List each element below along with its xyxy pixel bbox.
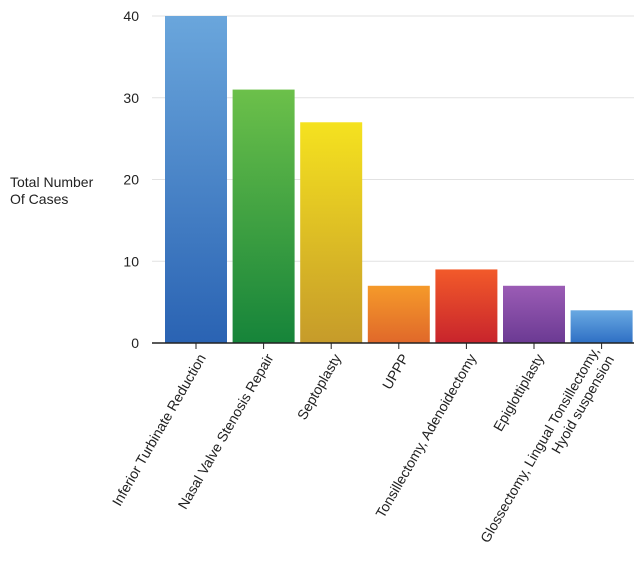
y-tick-label: 0 <box>131 335 139 351</box>
y-tick-label: 20 <box>123 172 139 188</box>
y-axis-label-line-2: Of Cases <box>10 191 69 207</box>
bar <box>232 89 295 343</box>
bar <box>503 285 565 343</box>
y-tick-label: 40 <box>123 8 139 24</box>
x-tick-label: Glossectomy, Lingual Tonsillectomy,Hyoid… <box>477 344 617 554</box>
x-tick-label: Epiglottiplasty <box>490 351 547 434</box>
y-tick-label: 30 <box>123 90 139 106</box>
bar <box>165 16 227 343</box>
y-tick-label: 10 <box>123 253 139 269</box>
x-tick-label: UPPP <box>379 351 412 392</box>
bars <box>165 16 633 344</box>
y-axis-label-line-1: Total Number <box>10 174 94 190</box>
y-tick-labels: 0 10 20 30 40 <box>123 8 139 351</box>
bar <box>367 285 430 343</box>
bar <box>570 310 633 343</box>
gridlines <box>152 15 634 262</box>
x-tick-label: Septoplasty <box>294 351 344 422</box>
x-axis <box>152 342 634 349</box>
bar <box>300 122 363 344</box>
bar <box>435 269 498 343</box>
y-axis-label: Total Number Of Cases <box>10 174 120 208</box>
